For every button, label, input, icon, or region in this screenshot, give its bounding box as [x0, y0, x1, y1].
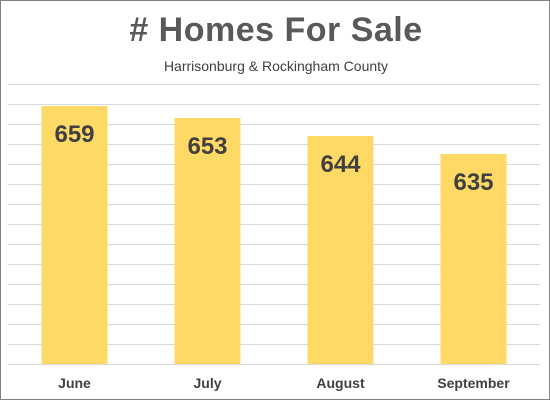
chart-subtitle: Harrisonburg & Rockingham County	[163, 58, 389, 74]
category-label-september: September	[437, 375, 510, 391]
bar-august	[307, 136, 374, 364]
data-label-july: 653	[187, 133, 227, 160]
data-label-september: 635	[453, 169, 493, 196]
bar-july	[174, 118, 241, 364]
bar-june	[41, 106, 108, 364]
chart-title: # Homes For Sale	[129, 11, 423, 49]
bar-september	[440, 154, 507, 364]
category-label-august: August	[316, 375, 365, 391]
data-label-august: 644	[320, 151, 361, 178]
data-label-june: 659	[54, 121, 94, 148]
category-label-july: July	[193, 375, 221, 391]
category-label-june: June	[58, 375, 91, 391]
